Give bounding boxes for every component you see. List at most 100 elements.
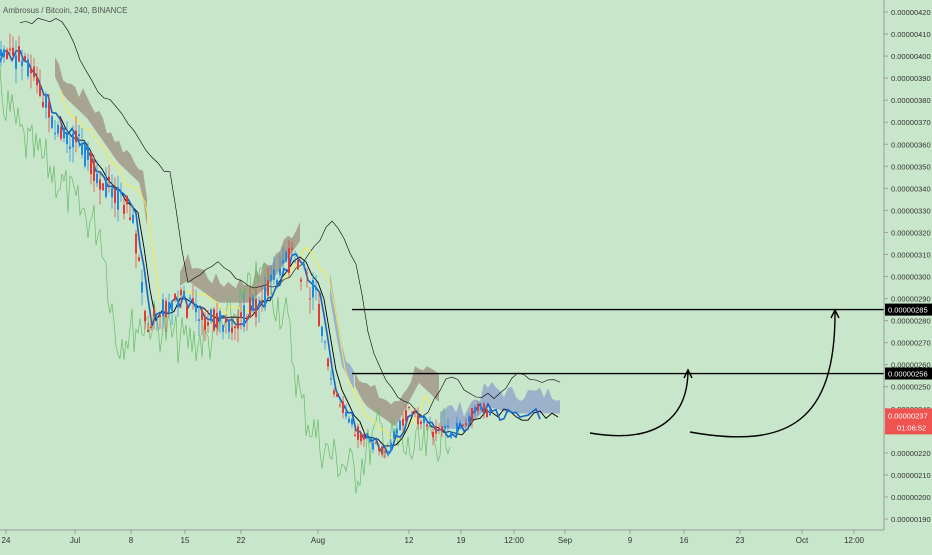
candle-body [237,318,239,329]
candle-body [309,298,311,300]
candle-body [405,410,407,421]
candle-body [270,274,272,281]
candle-body [186,306,188,318]
candle-body [363,434,365,440]
cloud-band [330,273,354,390]
candle-body [360,433,362,442]
candle-body [222,324,224,332]
candle-body [330,378,332,380]
candle-body [81,143,83,155]
candle-body [357,426,359,440]
candle-body [276,279,278,285]
candle-body [168,302,170,312]
candle-body [288,248,290,273]
candle-body [210,309,212,321]
candle-body [441,426,443,432]
candle-body [315,286,317,291]
candle-body [291,248,293,250]
candle-body [375,442,377,444]
candle-body [477,404,479,411]
price-tick-label: 0.00000320 [891,228,931,237]
horizontal-levels[interactable] [352,308,884,375]
price-tick-label: 0.00000270 [891,339,931,348]
candle-body [159,315,161,318]
time-tick-label: Sep [558,536,573,545]
level-price-tag [885,303,932,316]
time-tick-label: 12 [405,536,414,545]
price-candles [0,33,491,459]
cloud-band [355,366,439,427]
candle-body [27,59,29,77]
candle-body [396,429,398,434]
candle-body [399,420,401,430]
candle-body [84,144,86,167]
price-tick-label: 0.00000300 [891,273,931,282]
projection-arrow-1 [589,369,689,437]
candle-body [18,46,20,62]
candle-body [438,427,440,430]
candle-body [465,423,467,426]
candle-body [3,49,5,58]
candle-body [387,452,389,456]
candle-body [468,416,470,422]
candle-body [246,316,248,320]
candle-body [459,427,461,429]
price-tick-label: 0.00000200 [891,493,931,502]
price-tick-label: 0.00000330 [891,206,931,215]
candle-body [450,431,452,438]
candle-body [6,49,8,60]
price-tick-label: 0.00000410 [891,30,931,39]
candle-body [54,132,56,135]
candle-body [45,95,47,108]
candle-body [369,438,371,442]
candle-body [69,146,71,149]
candle-body [15,55,17,69]
time-tick-label: 12:00 [504,536,525,545]
candle-body [48,101,50,118]
candle-body [156,316,158,319]
candle-body [24,56,26,61]
candle-body [105,178,107,197]
candle-body [153,308,155,316]
candle-body [9,48,11,51]
candle-body [486,409,488,418]
candle-body [114,188,116,204]
candle-body [351,418,353,425]
candle-body [462,424,464,426]
candle-body [483,403,485,413]
candle-body [228,320,230,332]
candle-body [240,312,242,318]
price-tick-label: 0.00000290 [891,295,931,304]
candle-body [393,431,395,439]
candle-body [258,305,260,309]
candle-body [267,280,269,296]
candle-body [111,188,113,198]
projection-arrow-1-head [683,368,693,379]
candle-body [261,299,263,301]
candle-body [42,101,44,108]
candle-body [117,187,119,210]
candle-body [366,433,368,437]
candle-body [297,259,299,270]
candle-body [96,173,98,184]
kijun-line [59,115,559,447]
candle-body [342,401,344,413]
candle-body [177,301,179,308]
projection-arrows [589,308,840,438]
candle-body [60,126,62,139]
candle-body [336,394,338,397]
price-tick-label: 0.00000250 [891,383,931,392]
candle-body [87,147,89,161]
candle-body [285,251,287,262]
symbol-header: Ambrosus / Bitcoin, 240, BINANCE [3,6,128,15]
price-tick-label: 0.00000370 [891,118,931,127]
candle-body [252,297,254,312]
time-tick-label: 19 [457,536,466,545]
candle-body [255,298,257,318]
candle-body [141,282,143,293]
candle-body [408,407,410,409]
candle-body [279,268,281,276]
